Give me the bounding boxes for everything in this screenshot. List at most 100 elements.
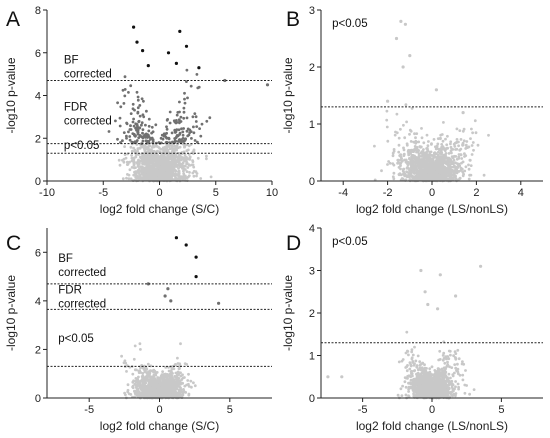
data-point — [138, 126, 142, 130]
data-point — [438, 349, 442, 353]
data-point — [171, 170, 175, 174]
data-point — [461, 360, 464, 364]
data-point — [452, 158, 456, 162]
data-point — [191, 160, 195, 164]
x-tick-label: 2 — [473, 187, 479, 199]
data-point — [418, 360, 422, 363]
data-point — [190, 137, 193, 140]
data-point — [168, 380, 172, 384]
threshold-label: p<0.05 — [332, 18, 368, 30]
data-point — [175, 159, 179, 163]
data-point — [183, 97, 186, 101]
data-point — [449, 149, 453, 153]
data-point — [170, 159, 174, 162]
data-point — [460, 157, 464, 160]
data-point — [385, 118, 389, 122]
data-point — [130, 154, 134, 157]
data-point — [405, 330, 409, 334]
data-point — [422, 175, 426, 179]
data-point — [175, 113, 179, 117]
data-point — [136, 387, 140, 391]
data-point — [191, 171, 195, 175]
data-point — [416, 150, 420, 154]
data-point — [162, 134, 166, 138]
data-point — [173, 137, 177, 140]
data-point — [156, 379, 160, 383]
data-point — [141, 366, 145, 370]
data-point — [182, 150, 186, 154]
data-point — [205, 119, 209, 123]
data-point — [170, 150, 174, 154]
data-point — [178, 395, 182, 398]
data-point — [419, 151, 423, 155]
data-point — [136, 111, 140, 115]
data-point — [399, 164, 402, 168]
data-point — [154, 123, 158, 127]
data-point — [386, 163, 389, 166]
data-point — [420, 126, 423, 130]
data-point — [406, 160, 410, 164]
threshold-label: FDR — [64, 101, 88, 113]
data-point — [145, 372, 149, 375]
data-point — [412, 394, 416, 398]
data-point — [402, 152, 406, 156]
data-point — [420, 159, 424, 163]
data-point — [178, 29, 182, 33]
data-point — [408, 132, 411, 136]
data-point — [163, 162, 167, 165]
data-point — [143, 368, 147, 372]
data-point — [170, 131, 174, 135]
data-point — [432, 167, 436, 170]
data-point — [410, 155, 413, 159]
data-point — [451, 148, 455, 151]
data-point — [183, 362, 187, 365]
data-point — [449, 140, 453, 144]
data-point — [452, 354, 455, 358]
data-point — [185, 170, 189, 174]
data-point — [437, 160, 441, 164]
data-point — [445, 173, 448, 177]
data-point — [147, 129, 151, 133]
data-point — [173, 129, 177, 133]
data-point — [444, 137, 447, 141]
data-point — [391, 154, 395, 158]
data-point — [411, 148, 415, 152]
data-point — [140, 121, 144, 125]
data-point — [450, 366, 454, 369]
data-point — [146, 64, 150, 68]
data-point — [196, 140, 199, 144]
data-point — [149, 375, 152, 379]
data-point — [171, 161, 175, 165]
data-point — [449, 353, 452, 357]
x-axis-label: log2 fold change (S/C) — [100, 202, 219, 216]
data-point — [184, 391, 188, 394]
data-point — [454, 161, 457, 165]
data-point — [182, 127, 186, 130]
data-point — [178, 138, 182, 141]
data-point — [451, 374, 455, 378]
data-point — [442, 157, 446, 161]
data-point — [175, 134, 179, 137]
data-point — [403, 22, 407, 26]
data-point — [456, 348, 460, 352]
data-point — [167, 169, 171, 173]
data-point — [159, 393, 162, 397]
data-point — [415, 156, 418, 159]
data-point — [440, 147, 443, 151]
data-point — [441, 159, 445, 163]
x-axis-label: log2 fold change (LS/nonLS) — [356, 202, 508, 216]
data-point — [396, 158, 400, 162]
data-point — [157, 163, 161, 167]
data-point — [141, 136, 145, 139]
data-point — [165, 118, 169, 122]
data-point — [449, 172, 453, 175]
data-point — [448, 365, 451, 369]
data-point — [417, 140, 421, 144]
data-point — [428, 367, 432, 370]
data-point — [165, 136, 169, 140]
data-point — [131, 120, 135, 124]
data-point — [223, 78, 227, 83]
data-point — [153, 379, 157, 383]
data-point — [456, 382, 460, 386]
data-point — [136, 131, 140, 134]
